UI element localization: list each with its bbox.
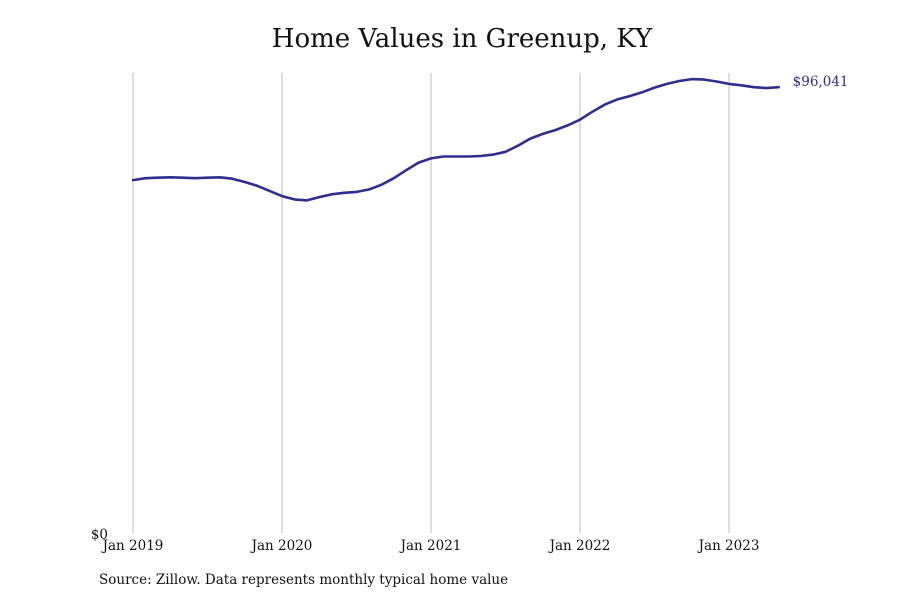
source-note: Source: Zillow. Data represents monthly …: [99, 572, 509, 588]
data-labels: $96,041: [793, 74, 849, 90]
chart-title: Home Values in Greenup, KY: [271, 24, 653, 54]
series-line: [131, 77, 781, 202]
end-value-label: $96,041: [793, 74, 849, 90]
y-axis-ticks: $0: [91, 527, 108, 543]
x-axis-ticks: Jan 2019 Jan 2020 Jan 2021 Jan 2022 Jan 2023: [101, 538, 760, 554]
gridlines: [132, 73, 730, 533]
x-tick-label: Jan 2023: [697, 538, 760, 554]
x-tick-label: Jan 2020: [250, 538, 313, 554]
x-tick-label: Jan 2022: [548, 538, 611, 554]
y-tick-label: $0: [91, 527, 108, 543]
x-tick-label: Jan 2021: [399, 538, 462, 554]
series-layer: [131, 77, 781, 202]
x-tick-label: Jan 2019: [101, 538, 164, 554]
